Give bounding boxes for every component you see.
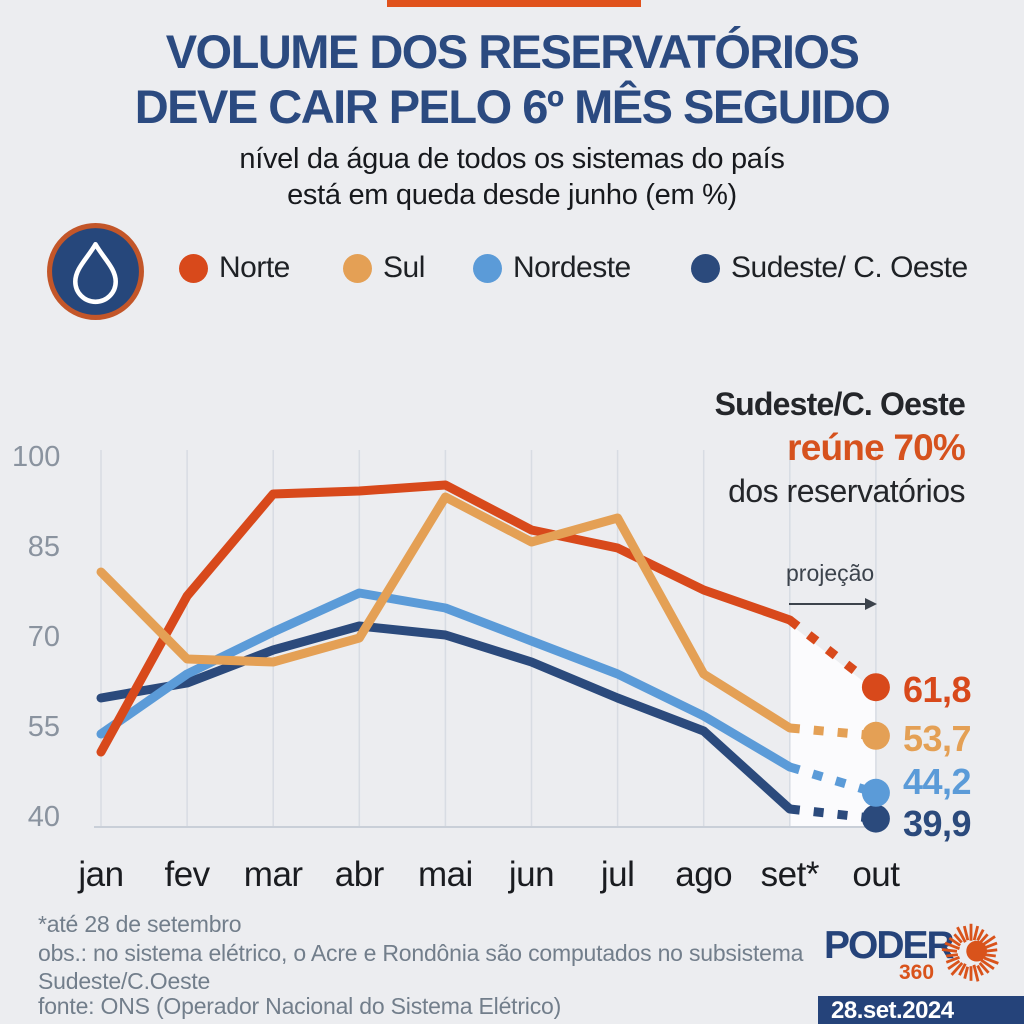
sunburst-ray (946, 953, 959, 958)
water-drop-icon (45, 221, 146, 322)
legend-dot-sul (343, 253, 372, 283)
sunburst-ray (958, 963, 967, 976)
sunburst-ray (980, 958, 995, 971)
sunburst-ray (956, 926, 967, 943)
projection-arrow-head (865, 598, 877, 610)
footnote-asterisk: *até 28 de setembro (38, 911, 242, 937)
sunburst-ray (978, 961, 990, 974)
sunburst-ray (948, 936, 961, 947)
callout-line-1: Sudeste/C. Oeste (714, 386, 966, 422)
callout-sudeste-share: Sudeste/C. Oeste reúne 70% dos reservató… (714, 386, 966, 510)
sunburst-ray (947, 959, 961, 971)
legend-item-nordeste: Nordeste (473, 250, 631, 286)
sunburst-icon (941, 923, 999, 982)
series-end-dot-3 (861, 804, 890, 833)
footnote-source: fonte: ONS (Operador Nacional do Sistema… (38, 993, 562, 1019)
legend-dot-nordeste (473, 253, 502, 283)
sunburst-ray (945, 956, 960, 964)
series-projection-2 (788, 762, 878, 798)
accent-bar (387, 0, 641, 7)
sunburst-ray (976, 928, 985, 942)
projection-band (789, 624, 876, 827)
callout-line-3: dos reservatórios (728, 473, 965, 509)
series-projection-1 (789, 723, 877, 741)
legend-label-sul: Sul (383, 251, 425, 284)
title-line-2: DEVE CAIR PELO 6º MÊS SEGUIDO (134, 80, 891, 133)
series-line-3 (96, 621, 795, 814)
legend-label-sudeste: Sudeste/ C. Oeste (731, 251, 968, 284)
series-line-0 (96, 480, 795, 757)
series-projection-3 (789, 804, 877, 824)
series-end-dot-2 (861, 778, 890, 807)
page-subtitle: nível da água de todos os sistemas do pa… (0, 141, 1024, 213)
sunburst-ray (950, 961, 964, 976)
sunburst-ray (962, 925, 970, 941)
page-title: VOLUME DOS RESERVATÓRIOS DEVE CAIR PELO … (0, 24, 1024, 134)
footnote-obs-1: obs.: no sistema elétrico, o Acre e Rond… (38, 940, 804, 966)
series-end-dot-1 (861, 721, 890, 750)
sunburst-ray (953, 933, 963, 944)
sunburst-ray (983, 941, 998, 950)
projection-label: projeção (786, 560, 875, 586)
legend-label-nordeste: Nordeste (513, 251, 631, 284)
sunburst-core (966, 940, 988, 962)
legend-label-norte: Norte (219, 251, 290, 284)
subtitle-line-2: está em queda desde junho (em %) (287, 179, 737, 211)
sunburst-ray (972, 925, 980, 941)
legend-item-sudeste: Sudeste/ C. Oeste (691, 250, 968, 286)
sunburst-ray (972, 964, 980, 982)
poder360-logo-text: PODER (824, 924, 955, 967)
date-badge: 28.set.2024 (818, 996, 1024, 1024)
sunburst-ray (963, 966, 969, 979)
poder360-logo-360: 360 (899, 961, 935, 984)
legend-dot-norte (179, 253, 208, 283)
sunburst-ray (976, 964, 984, 976)
series-end-dot-0 (861, 673, 890, 702)
sunburst-ray (983, 956, 999, 965)
callout-line-2: reúne 70% (787, 427, 966, 468)
subtitle-line-1: nível da água de todos os sistemas do pa… (239, 143, 785, 175)
title-line-1: VOLUME DOS RESERVATÓRIOS (165, 25, 860, 78)
legend-dot-sudeste (691, 253, 720, 283)
sunburst-ray (941, 948, 958, 953)
series-projection-0 (787, 616, 879, 691)
legend-item-norte: Norte (179, 250, 290, 286)
footnote-obs-2: Sudeste/C.Oeste (38, 968, 211, 994)
sunburst-ray (944, 941, 961, 950)
legend-item-sul: Sul (343, 250, 425, 286)
date-text: 28.set.2024 (831, 997, 954, 1024)
series-line-1 (96, 492, 795, 733)
